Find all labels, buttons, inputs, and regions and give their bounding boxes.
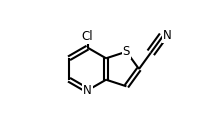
Text: N: N bbox=[83, 84, 92, 97]
Text: N: N bbox=[163, 29, 172, 42]
Text: Cl: Cl bbox=[82, 30, 93, 43]
Text: S: S bbox=[123, 45, 130, 58]
